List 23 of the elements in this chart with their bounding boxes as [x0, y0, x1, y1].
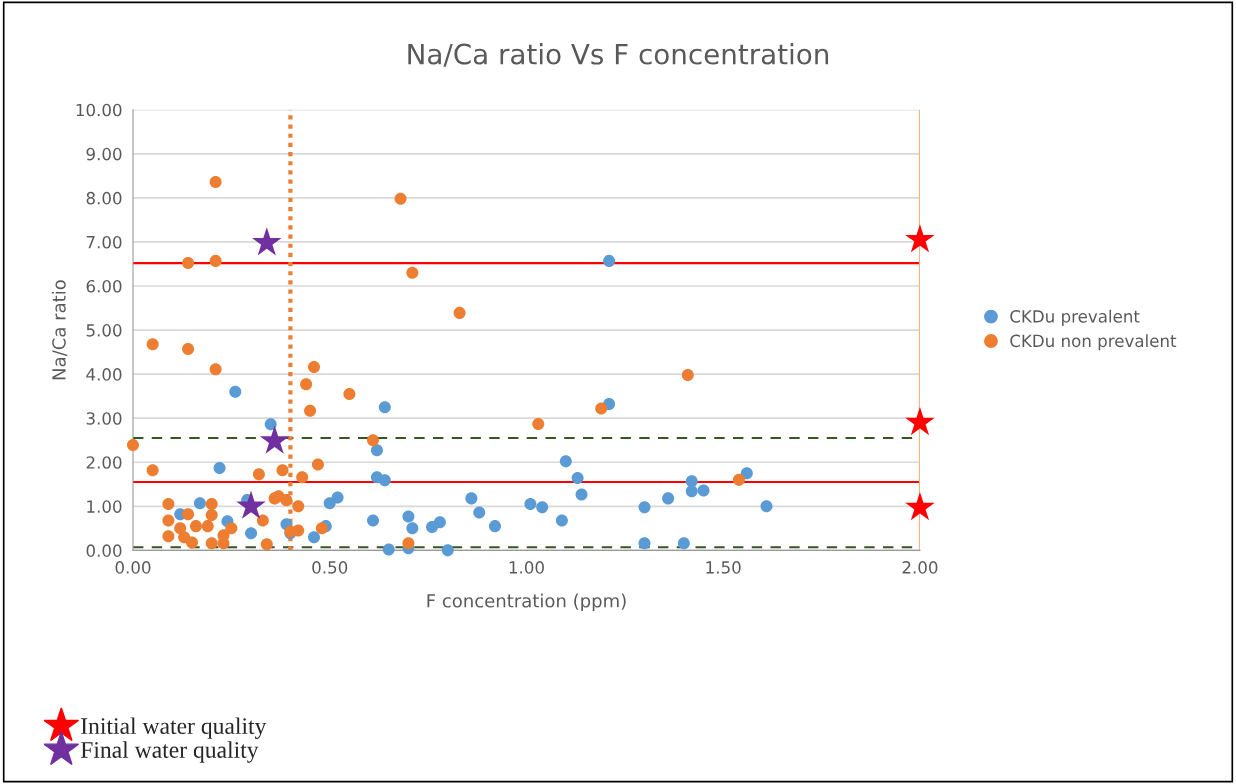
y-tick-label: 3.00: [86, 412, 122, 425]
x-tick-label: 0.00: [115, 561, 151, 574]
y-tick-label: 2.00: [86, 456, 122, 469]
y-axis-title: Na/Ca ratio: [51, 280, 68, 380]
chart-title: Na/Ca ratio Vs F concentration: [408, 43, 829, 67]
y-tick-label: 5.00: [86, 324, 122, 337]
y-tick-label: 7.00: [86, 235, 122, 249]
legend-label: Initial water quality: [81, 717, 267, 739]
legend-label: CKDu prevalent: [1010, 309, 1140, 326]
x-tick-label: 1.00: [509, 561, 544, 574]
y-tick-label: 6.00: [86, 279, 122, 293]
x-axis-title: F concentration (ppm): [427, 593, 626, 612]
y-tick-label: 4.00: [86, 368, 122, 381]
y-tick-label: 8.00: [86, 191, 122, 205]
x-tick-label: 0.50: [312, 561, 348, 574]
y-tick-label: 1.00: [87, 500, 122, 513]
y-tick-label: 0.00: [86, 544, 122, 557]
y-tick-label: 10.00: [76, 103, 122, 117]
y-tick-label: 9.00: [86, 147, 122, 161]
legend-label: CKDu non prevalent: [1010, 334, 1177, 351]
legend-label: Final water quality: [80, 741, 259, 763]
x-tick-label: 2.00: [902, 561, 938, 574]
x-tick-label: 1.50: [706, 561, 741, 574]
